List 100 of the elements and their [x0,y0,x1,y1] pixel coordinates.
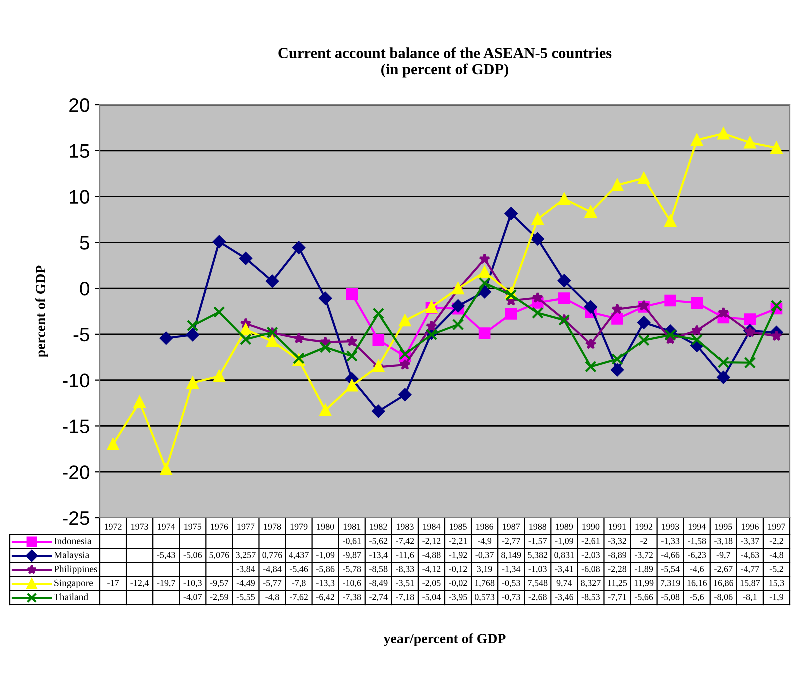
data-label: -9,57 [210,580,229,588]
data-label: -7,8 [292,580,306,588]
data-label: 3,257 [236,552,256,560]
data-label: -4,77 [741,566,760,574]
data-label: -7,38 [343,594,362,602]
data-label: 3,19 [477,566,492,574]
data-label: -4,84 [263,566,282,574]
y-tick-label: 10 [70,190,90,204]
data-label: -5,55 [236,594,256,602]
x-tick-label: 1995 [715,524,732,530]
data-label: -3,95 [449,594,468,602]
x-tick-label: 1975 [184,524,202,530]
data-label: -4,88 [422,552,441,560]
data-label: -3,72 [634,552,653,560]
data-label: -4,66 [662,552,680,560]
x-tick-label: 1978 [264,524,282,530]
data-label: -13,4 [370,552,388,560]
data-label: -2,21 [449,538,468,546]
data-label: -6,42 [316,594,334,602]
x-tick-label: 1985 [450,524,467,530]
data-label: -12,4 [130,580,150,588]
legend-label: Singapore [54,580,94,588]
y-axis-title: percent of GDP [36,266,48,358]
chart-title: Current account balance of the ASEAN-5 countries (in percent of GDP) [278,48,612,78]
data-label: -6,23 [688,552,706,560]
data-label: -1,58 [688,538,706,546]
data-label: -1,09 [316,552,335,560]
data-label: -4,49 [236,580,255,588]
data-label: -1,57 [528,538,548,546]
data-label: -10,3 [184,580,202,588]
data-label: -3,37 [741,538,760,546]
data-label: -10,6 [343,580,362,588]
data-label: -4,07 [184,594,202,602]
data-label: -7,18 [396,594,414,602]
data-label: -13,3 [316,580,335,588]
data-label: -4,9 [478,538,492,546]
y-tick-label: 20 [70,98,90,112]
data-label: -1,89 [634,566,654,574]
data-label: -5,6 [690,594,704,602]
data-label: 8,149 [502,552,522,560]
x-tick-label: 1996 [742,524,759,530]
data-label: 9,74 [556,580,572,588]
data-label: -6,08 [582,566,600,574]
data-label: -0,61 [343,538,361,546]
data-label: -2,12 [422,538,441,546]
data-label: 15,87 [740,580,760,588]
x-tick-label: 1993 [662,524,680,530]
x-tick-label: 1980 [317,524,334,530]
legend-label: Indonesia [54,538,92,544]
data-label: -11,6 [396,552,414,560]
y-tick-label: 0 [80,282,90,296]
text: year/percent of GDP [384,634,506,646]
data-label: -1,92 [449,552,468,560]
data-label: -5,04 [422,594,441,602]
data-label: -2,03 [582,552,600,560]
data-label: -9,7 [716,552,731,560]
y-tick-label: -15 [63,420,90,434]
data-label: -7,42 [396,538,414,546]
data-label: -17 [108,580,120,586]
data-label: -2,05 [422,580,441,588]
x-tick-label: 1997 [768,524,786,530]
data-label: 0,776 [262,552,282,560]
data-label: -8,53 [582,594,600,602]
data-label: 5,076 [210,552,230,560]
x-tick-label: 1973 [132,524,148,530]
x-tick-label: 1990 [582,524,600,530]
data-label: -7,71 [608,594,626,602]
data-label: -8,06 [714,594,733,602]
x-tick-label: 1988 [530,524,547,530]
data-label: -5,54 [662,566,680,574]
data-label: -5,46 [290,566,308,574]
data-label: -7,62 [290,594,308,602]
data-label: -5,78 [343,566,362,574]
data-label: 7,319 [661,580,680,588]
data-label: -8,33 [396,566,414,574]
x-tick-label: 1982 [370,524,388,530]
data-label: -8,49 [370,580,388,588]
data-label: -0,53 [502,580,520,588]
x-tick-label: 1976 [211,524,228,530]
data-label: 8,327 [581,580,601,588]
data-label: -5,2 [770,566,784,574]
data-label: -5,77 [263,580,282,588]
data-label: -2,28 [608,566,627,574]
data-label: 0,831 [554,552,574,560]
legend-label: Thailand [54,594,88,600]
data-label: 5,382 [528,552,548,560]
x-tick-label: 1984 [423,524,441,530]
data-label: 16,86 [714,580,734,588]
y-tick-label: -20 [63,466,90,480]
x-tick-label: 1987 [503,524,520,530]
data-label: -8,1 [743,594,757,602]
data-label: 0,573 [474,594,495,602]
data-label: 11,25 [608,580,628,588]
data-label: -0,73 [502,594,520,602]
x-tick-label: 1972 [105,524,122,530]
data-label: 15,3 [770,580,784,588]
y-tick-label: -25 [63,511,90,526]
data-label: -8,89 [608,552,627,560]
legend-label: Philippines [54,566,98,574]
data-label: -1,09 [555,538,574,546]
